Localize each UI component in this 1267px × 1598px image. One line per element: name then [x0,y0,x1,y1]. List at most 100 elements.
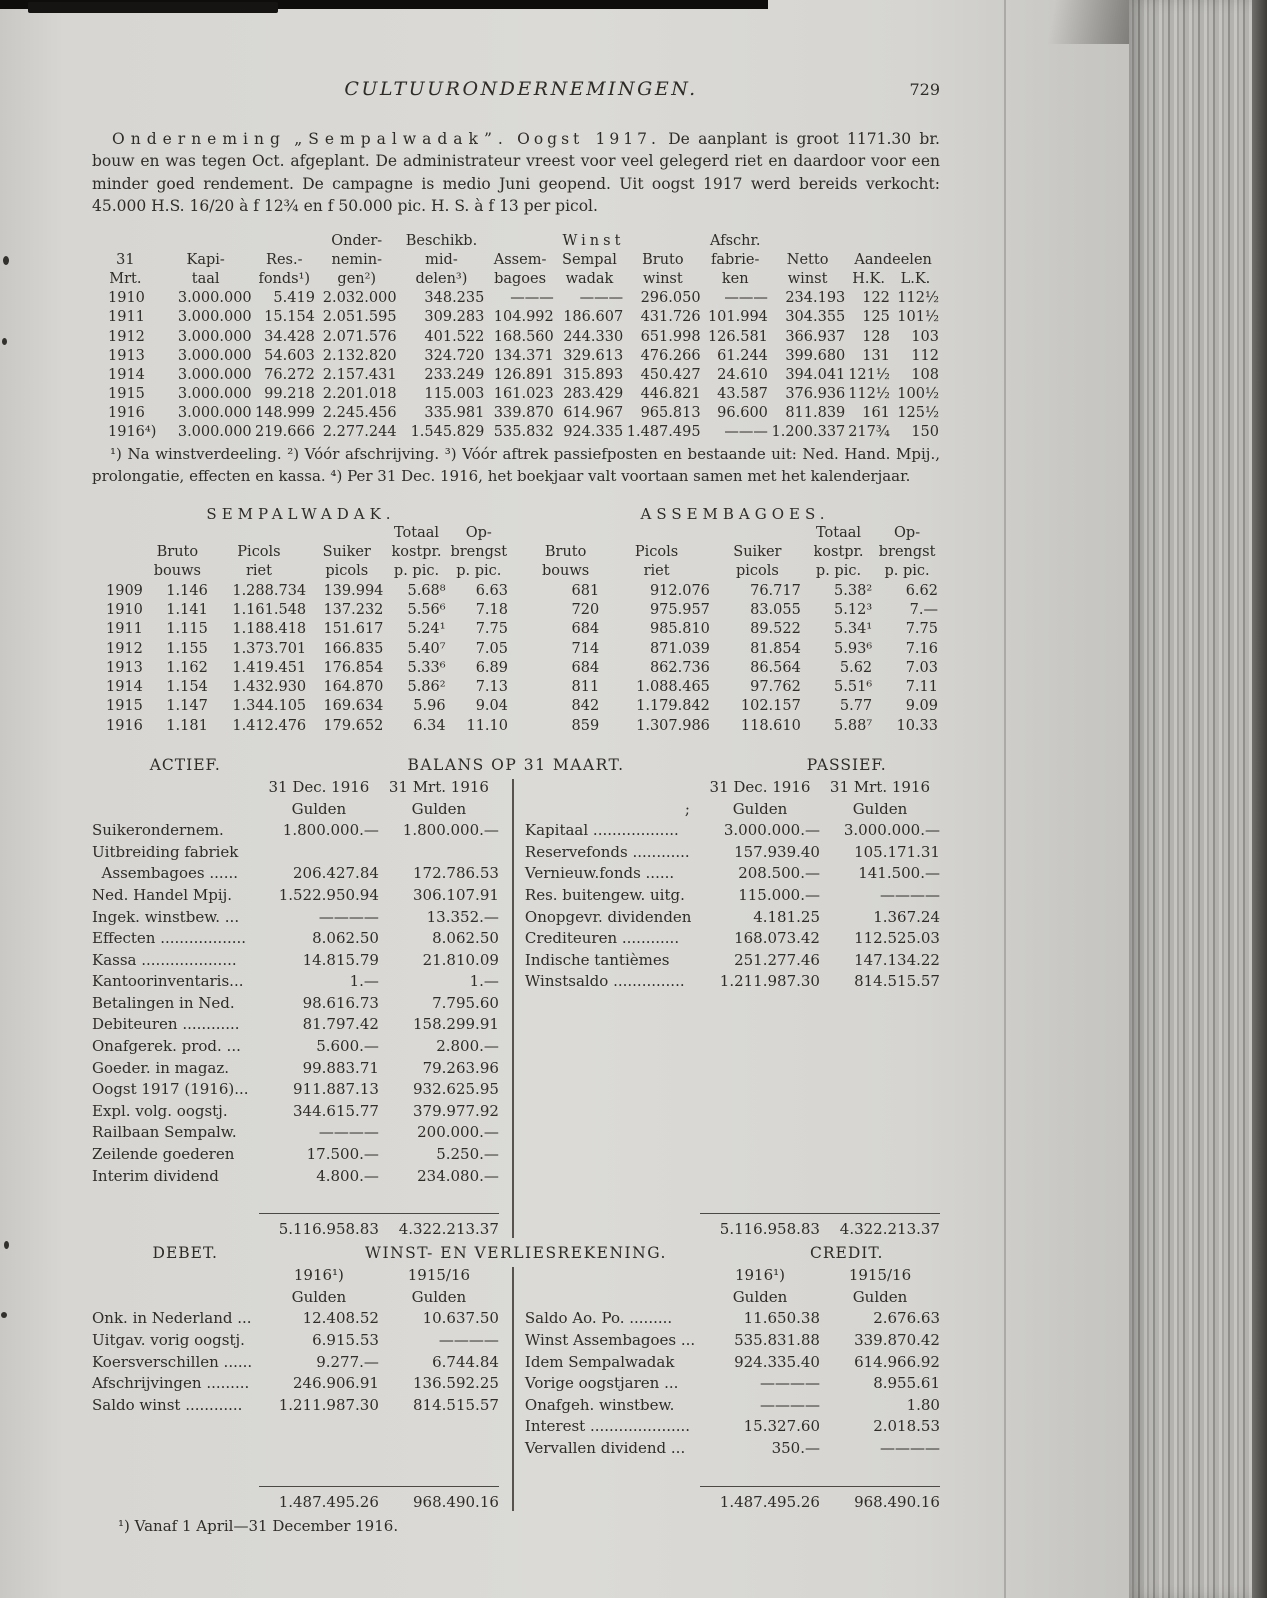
assembagoes-block: ASSEMBAGOES. Totaal Op- Bruto Picol [516,505,940,736]
intro-text: De aanplant is groot 1171.30 br. bouw en… [92,130,940,216]
column-header: Onder- [331,232,383,249]
over-header-row: Onder- Beschikb. Winst Afschr. [92,232,940,251]
table-cell: 9.04 [475,698,508,715]
table-cell: Zeilende goederen [92,1145,235,1164]
table-cell: 86.564 [750,659,801,676]
table-cell: 125½ [897,405,939,421]
table-cell: Onopgevr. dividenden [524,907,692,926]
table-cell: 100½ [897,385,939,402]
table-cell: 24.610 [717,366,768,383]
table-cell: 17.500.— [306,1145,379,1164]
table-cell: Suikerondernem. [92,821,224,840]
table-row: 1911 1.115 1.188.418 151.617 5.24¹ 7.75 [92,620,510,639]
enterprise-word: Onderneming [112,130,286,148]
table-row: Expl. volg. oogstj. 344.615.77 379.977.92 [92,1101,499,1123]
table-cell: 115.003 [424,385,485,402]
table-cell: 246.906.91 [293,1374,379,1393]
table-cell: 315.893 [563,366,624,383]
table-cell: Uitbreiding fabriek [92,842,239,861]
table-cell: 1.162 [166,659,208,676]
table-cell: 5.250.— [436,1145,499,1164]
table-cell: 985.810 [649,621,710,638]
sempalwadak-block: SEMPALWADAK. Totaal Op- Bruto [92,505,516,736]
table-cell: 98.616.73 [302,993,379,1012]
table-cell: Vorige oogstjaren ... [524,1374,679,1393]
header-row: 1916¹) 1915/16 [92,1265,499,1287]
table-cell: 166.835 [323,640,384,657]
table-cell: 1.— [469,972,499,991]
table-cell: 366.937 [785,328,846,345]
column-header: riet [643,563,670,580]
table-cell: 164.870 [323,679,384,696]
table-cell: 150 [911,424,939,441]
table-cell: 1.522.950.94 [278,885,379,904]
table-row: Onopgevr. dividenden 4.181.25 1.367.24 [525,907,940,929]
table-cell: 3.000.000 [177,405,252,421]
table-cell: 3.000.000 [177,347,252,364]
header-spacer [525,777,700,799]
table-cell: Saldo Ao. Po. ......... [524,1309,673,1328]
table-cell: 1911 [108,309,145,326]
table-cell: 859 [571,717,600,734]
table-cell: 112 [911,347,939,364]
ink-speck [1,1312,7,1318]
table-row: 1915 1.147 1.344.105 169.634 5.96 9.04 [92,697,510,716]
table-cell: 244.330 [563,328,624,345]
scan-artifact-top-bar [0,0,768,9]
column-header: 31 Mrt. 1916 [388,777,489,796]
table-cell: 324.720 [424,347,485,364]
table-cell: 2.132.820 [322,347,397,364]
table-cell: 139.994 [323,582,384,599]
table-cell: 10.33 [896,717,938,734]
table-row: Kapitaal .................. 3.000.000.— 3.… [525,820,940,842]
table-row: 842 1.179.842 102.157 5.77 9.09 [530,697,940,716]
header-row: Gulden Gulden [525,1287,940,1309]
table-cell: 7.13 [475,679,508,696]
book-edge-shadow [1252,0,1267,1598]
total-value: 1.487.495.26 [719,1492,820,1511]
table-cell: 141.500.— [858,864,940,883]
debet-label: DEBET. [152,1244,218,1263]
table-cell: 83.055 [750,601,801,618]
actief-column: 31 Dec. 1916 31 Mrt. 1916 Gulden Gulden … [92,777,511,1187]
table-row: 1915 3.000.000 99.218 2.201.018 115.003 161.0… [92,385,940,404]
column-header: Afschr. [710,232,761,249]
column-header: brengst [878,544,936,561]
table-cell: 1.188.418 [232,621,307,638]
table-cell: 6.915.53 [312,1331,379,1349]
table-cell: 176.854 [323,659,384,676]
column-header: Netto [786,252,829,268]
table-cell: 112.525.03 [854,929,940,948]
table-cell: 1.088.465 [636,679,710,696]
column-header: Suiker [733,544,782,561]
column-header: delen³) [415,271,468,288]
table-row: 1916 3.000.000 148.999 2.245.456 335.981 339.… [92,404,940,423]
table-row: 811 1.088.465 97.762 5.51⁶ 7.11 [530,678,940,697]
table-cell: Interest ..................... [524,1417,691,1436]
table-cell: 1.200.337 [771,424,846,441]
table-row: Res. buitengew. uitg. 115.000.— ———— [525,885,940,907]
table-cell: 186.607 [563,309,624,326]
table-cell: 8.062.50 [312,929,379,948]
table-cell: 714 [571,640,600,657]
sempalwadak-table: Totaal Op- Bruto Picols Suiker kostpr. b… [92,524,510,736]
table-cell: 134.371 [493,347,554,364]
table-cell: Vervallen dividend ... [524,1438,686,1457]
table-cell: 1.147 [166,698,208,715]
header-row: Bruto Picols Suiker kostpr. brengst [530,543,940,562]
table-row: 714 871.039 81.854 5.93⁶ 7.16 [530,640,940,659]
table-row: Assembagoes ...... 206.427.84 172.786.53 [92,863,499,885]
table-row: 720 975.957 83.055 5.12³ 7.— [530,601,940,620]
column-header: Bruto [544,544,587,561]
table-cell: 965.813 [640,405,701,421]
table-cell: Koersverschillen ...... [92,1352,253,1371]
column-header: Gulden [852,799,908,818]
column-header: picols [325,563,369,580]
table-row: 1914 3.000.000 76.272 2.157.431 233.249 126.8… [92,366,940,385]
table-cell: 304.355 [785,309,846,326]
table-cell: Betalingen in Ned. [92,993,235,1012]
balance-heading: ACTIEF. BALANS OP 31 MAART. PASSIEF. [92,756,940,774]
table-cell: 1.154 [166,679,208,696]
header-row: Totaal Op- [92,524,510,543]
table-row: 1914 1.154 1.432.930 164.870 5.86² 7.13 [92,678,510,697]
